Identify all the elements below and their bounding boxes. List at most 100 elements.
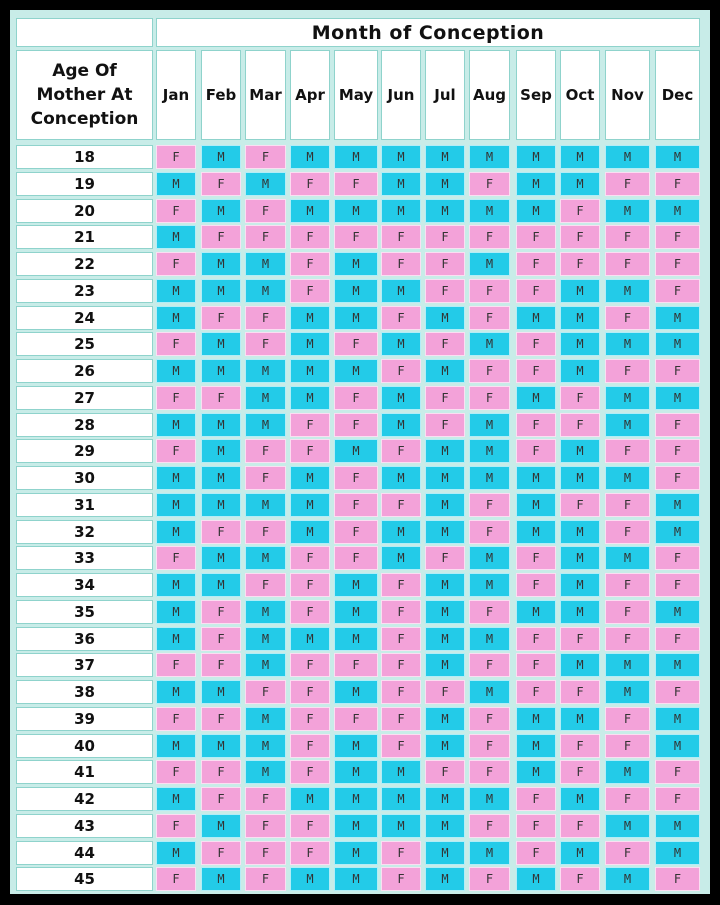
male-cell: M bbox=[516, 306, 556, 330]
female-cell: F bbox=[516, 546, 556, 570]
female-cell: F bbox=[516, 225, 556, 249]
male-cell: M bbox=[381, 466, 421, 490]
female-cell: F bbox=[290, 814, 330, 838]
female-cell: F bbox=[201, 520, 241, 544]
female-cell: F bbox=[334, 332, 378, 356]
female-cell: F bbox=[560, 225, 600, 249]
male-cell: M bbox=[516, 520, 556, 544]
male-cell: M bbox=[201, 145, 241, 169]
month-header: Nov bbox=[605, 50, 650, 140]
month-header: May bbox=[334, 50, 378, 140]
male-cell: M bbox=[334, 814, 378, 838]
female-cell: F bbox=[469, 600, 510, 624]
male-cell: M bbox=[425, 600, 465, 624]
male-cell: M bbox=[605, 653, 650, 677]
male-cell: M bbox=[516, 734, 556, 758]
female-cell: F bbox=[655, 546, 700, 570]
male-cell: M bbox=[201, 252, 241, 276]
age-header-line: Mother At bbox=[36, 85, 133, 105]
month-header: Mar bbox=[245, 50, 286, 140]
male-cell: M bbox=[156, 600, 196, 624]
female-cell: F bbox=[290, 841, 330, 865]
female-cell: F bbox=[381, 439, 421, 463]
female-cell: F bbox=[156, 252, 196, 276]
female-cell: F bbox=[245, 439, 286, 463]
male-cell: M bbox=[469, 787, 510, 811]
male-cell: M bbox=[560, 600, 600, 624]
male-cell: M bbox=[605, 680, 650, 704]
male-cell: M bbox=[425, 493, 465, 517]
male-cell: M bbox=[516, 145, 556, 169]
female-cell: F bbox=[560, 627, 600, 651]
male-cell: M bbox=[516, 172, 556, 196]
female-cell: F bbox=[516, 653, 556, 677]
female-cell: F bbox=[156, 145, 196, 169]
female-cell: F bbox=[425, 252, 465, 276]
male-cell: M bbox=[516, 707, 556, 731]
male-cell: M bbox=[425, 199, 465, 223]
female-cell: F bbox=[655, 439, 700, 463]
female-cell: F bbox=[605, 306, 650, 330]
female-cell: F bbox=[201, 707, 241, 731]
male-cell: M bbox=[655, 386, 700, 410]
female-cell: F bbox=[605, 734, 650, 758]
male-cell: M bbox=[560, 707, 600, 731]
male-cell: M bbox=[560, 306, 600, 330]
female-cell: F bbox=[469, 359, 510, 383]
male-cell: M bbox=[156, 734, 196, 758]
female-cell: F bbox=[425, 279, 465, 303]
female-cell: F bbox=[516, 680, 556, 704]
male-cell: M bbox=[290, 493, 330, 517]
female-cell: F bbox=[516, 279, 556, 303]
female-cell: F bbox=[381, 493, 421, 517]
female-cell: F bbox=[605, 627, 650, 651]
female-cell: F bbox=[425, 413, 465, 437]
male-cell: M bbox=[655, 814, 700, 838]
age-header-line: Age Of bbox=[52, 61, 117, 81]
male-cell: M bbox=[605, 814, 650, 838]
male-cell: M bbox=[425, 359, 465, 383]
male-cell: M bbox=[381, 145, 421, 169]
male-cell: M bbox=[334, 787, 378, 811]
female-cell: F bbox=[381, 573, 421, 597]
female-cell: F bbox=[469, 225, 510, 249]
male-cell: M bbox=[655, 600, 700, 624]
male-cell: M bbox=[560, 145, 600, 169]
male-cell: M bbox=[605, 279, 650, 303]
male-cell: M bbox=[469, 841, 510, 865]
male-cell: M bbox=[156, 306, 196, 330]
male-cell: M bbox=[425, 707, 465, 731]
age-row-label: 44 bbox=[16, 841, 153, 865]
male-cell: M bbox=[156, 359, 196, 383]
female-cell: F bbox=[290, 653, 330, 677]
male-cell: M bbox=[201, 359, 241, 383]
female-cell: F bbox=[334, 520, 378, 544]
male-cell: M bbox=[245, 252, 286, 276]
male-cell: M bbox=[201, 493, 241, 517]
male-cell: M bbox=[334, 760, 378, 784]
male-cell: M bbox=[201, 199, 241, 223]
male-cell: M bbox=[334, 306, 378, 330]
female-cell: F bbox=[469, 734, 510, 758]
female-cell: F bbox=[516, 359, 556, 383]
male-cell: M bbox=[469, 546, 510, 570]
male-cell: M bbox=[655, 306, 700, 330]
female-cell: F bbox=[334, 466, 378, 490]
month-header: Sep bbox=[516, 50, 556, 140]
male-cell: M bbox=[290, 627, 330, 651]
female-cell: F bbox=[655, 867, 700, 891]
female-cell: F bbox=[290, 734, 330, 758]
female-cell: F bbox=[516, 814, 556, 838]
female-cell: F bbox=[156, 199, 196, 223]
male-cell: M bbox=[290, 306, 330, 330]
age-row-label: 19 bbox=[16, 172, 153, 196]
male-cell: M bbox=[560, 520, 600, 544]
male-cell: M bbox=[156, 520, 196, 544]
female-cell: F bbox=[201, 600, 241, 624]
male-cell: M bbox=[245, 734, 286, 758]
female-cell: F bbox=[381, 734, 421, 758]
female-cell: F bbox=[516, 439, 556, 463]
female-cell: F bbox=[655, 680, 700, 704]
male-cell: M bbox=[334, 734, 378, 758]
male-cell: M bbox=[334, 439, 378, 463]
